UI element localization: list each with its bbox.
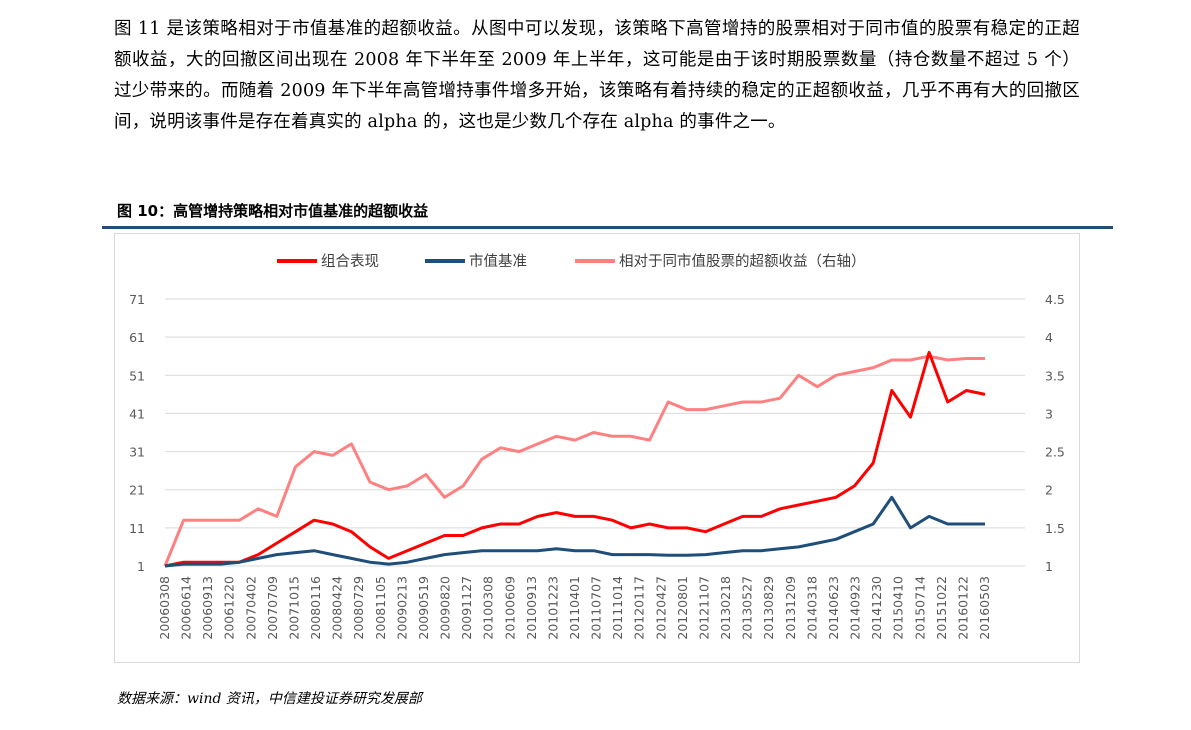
- x-tick-7: 20080116: [308, 576, 323, 640]
- title-rule: [102, 226, 1113, 229]
- y-right-tick-5: 3.5: [1045, 368, 1065, 383]
- data-source-note: 数据来源：wind 资讯，中信建投证券研究发展部: [117, 691, 422, 707]
- y-left-tick-1: 11: [129, 521, 145, 536]
- legend: 组合表现 市值基准 相对于同市值股票的超额收益（右轴）: [277, 253, 866, 270]
- legend-label-0: 组合表现: [321, 253, 379, 270]
- x-tick-12: 20090519: [416, 576, 431, 640]
- x-tick-23: 20120427: [653, 576, 668, 640]
- x-tick-27: 20130527: [740, 576, 755, 640]
- x-tick-18: 20101223: [545, 576, 560, 640]
- y-left-tick-7: 71: [129, 292, 145, 307]
- x-tick-1: 20060614: [179, 576, 194, 640]
- y-right-tick-2: 2: [1045, 483, 1053, 498]
- x-tick-8: 20080424: [330, 576, 345, 640]
- x-tick-31: 20140623: [826, 576, 841, 640]
- y-left-tick-2: 21: [129, 483, 145, 498]
- x-tick-0: 20060308: [157, 576, 172, 640]
- x-tick-36: 20151022: [934, 576, 949, 640]
- x-tick-25: 20121107: [696, 576, 711, 640]
- x-tick-24: 20120801: [675, 576, 690, 640]
- series-line-2: [163, 354, 985, 567]
- x-tick-3: 20061220: [222, 576, 237, 640]
- y-left-tick-6: 61: [129, 330, 145, 345]
- y-axis-right: 1 1.5 2 2.5 3 3.5 4 4.5: [1045, 292, 1065, 574]
- y-right-tick-0: 1: [1045, 559, 1053, 574]
- y-right-tick-7: 4.5: [1045, 292, 1065, 307]
- y-left-tick-3: 31: [129, 445, 145, 460]
- x-tick-32: 20140923: [848, 576, 863, 640]
- x-tick-38: 20160503: [977, 576, 992, 640]
- x-tick-29: 20131209: [783, 576, 798, 640]
- y-left-tick-0: 1: [137, 559, 145, 574]
- y-right-tick-1: 1.5: [1045, 521, 1065, 536]
- x-tick-6: 20071015: [286, 576, 301, 640]
- x-tick-5: 20070709: [265, 576, 280, 640]
- x-tick-16: 20100609: [502, 576, 517, 640]
- chart-frame: 1 11 21 31 41 51 61 71 1 1.5 2 2.5 3 3.5 4 4.5 2006030…: [114, 233, 1080, 663]
- series-line-1: [164, 495, 985, 568]
- body-paragraph: 图 11 是该策略相对于市值基准的超额收益。从图中可以发现，该策略下高管增持的股…: [114, 19, 1080, 132]
- x-tick-11: 20090213: [394, 576, 409, 640]
- x-tick-28: 20130829: [761, 576, 776, 640]
- x-tick-26: 20130218: [718, 576, 733, 640]
- x-tick-9: 20080729: [351, 576, 366, 640]
- y-right-tick-4: 3: [1045, 406, 1053, 421]
- series-lines: [163, 350, 986, 568]
- x-tick-19: 20110401: [567, 576, 582, 640]
- x-tick-10: 20081105: [373, 576, 388, 640]
- y-right-tick-6: 4: [1045, 330, 1053, 345]
- x-tick-37: 20160122: [955, 576, 970, 640]
- x-tick-34: 20150410: [891, 576, 906, 640]
- x-tick-4: 20070402: [243, 576, 258, 640]
- x-tick-22: 20120117: [632, 576, 647, 640]
- series-line-0: [164, 350, 986, 568]
- legend-label-1: 市值基准: [469, 253, 527, 270]
- figure-title: 图 10：高管增持策略相对市值基准的超额收益: [117, 202, 429, 220]
- x-tick-21: 20111014: [610, 576, 625, 640]
- x-axis: 20060308 20060614 20060913 20061220 20070402…: [157, 576, 992, 640]
- x-tick-15: 20100308: [481, 576, 496, 640]
- x-tick-2: 20060913: [200, 576, 215, 640]
- x-tick-17: 20100913: [524, 576, 539, 640]
- x-tick-33: 20141230: [869, 576, 884, 640]
- y-left-tick-4: 41: [129, 406, 145, 421]
- x-tick-20: 20110707: [589, 576, 604, 640]
- x-tick-30: 20140318: [804, 576, 819, 640]
- x-tick-14: 20091127: [459, 576, 474, 640]
- y-left-tick-5: 51: [129, 368, 145, 383]
- x-tick-13: 20090820: [438, 576, 453, 640]
- legend-label-2: 相对于同市值股票的超额收益（右轴）: [619, 253, 866, 270]
- y-right-tick-3: 2.5: [1045, 445, 1065, 460]
- x-tick-35: 20150714: [912, 576, 927, 640]
- grid-lines: [165, 298, 1025, 567]
